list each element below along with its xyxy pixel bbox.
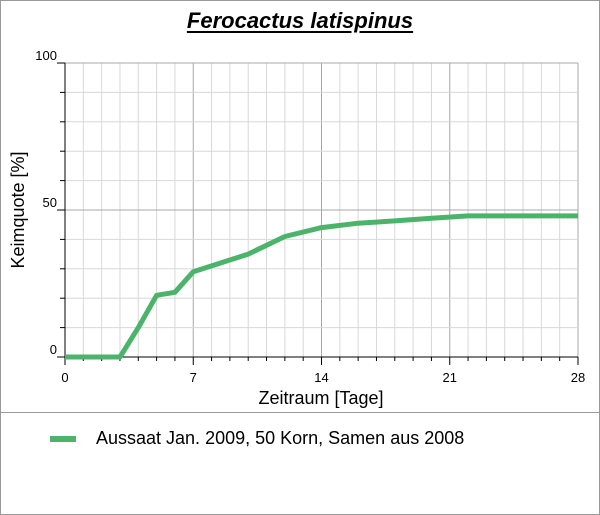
- y-tick-label: 0: [50, 342, 57, 357]
- y-axis-label: Keimquote [%]: [8, 151, 28, 268]
- legend-divider: [0, 412, 600, 413]
- y-tick-label: 100: [35, 48, 57, 63]
- x-tick-label: 14: [314, 370, 328, 385]
- x-axis-label: Zeitraum [Tage]: [258, 388, 383, 408]
- x-tick-label: 28: [571, 370, 585, 385]
- tick-labels: 0 50 100 0 7 14 21 28: [35, 48, 585, 385]
- series-line-0: [65, 213, 578, 360]
- chart-title: Ferocactus latispinus: [186, 8, 414, 33]
- x-tick-label: 7: [190, 370, 197, 385]
- series-lines: [65, 213, 578, 360]
- x-tick-label: 0: [61, 370, 68, 385]
- legend-label: Aussaat Jan. 2009, 50 Korn, Samen aus 20…: [96, 428, 465, 448]
- y-tick-label: 50: [43, 195, 57, 210]
- x-tick-label: 21: [443, 370, 457, 385]
- grid-lines: [64, 62, 579, 358]
- axes: [57, 62, 579, 365]
- line-chart: 0 50 100 0 7 14 21 28 Zeitraum [Tage] Keimquote…: [8, 48, 585, 408]
- legend: Aussaat Jan. 2009, 50 Korn, Samen aus 20…: [50, 428, 464, 449]
- legend-swatch: [50, 435, 76, 442]
